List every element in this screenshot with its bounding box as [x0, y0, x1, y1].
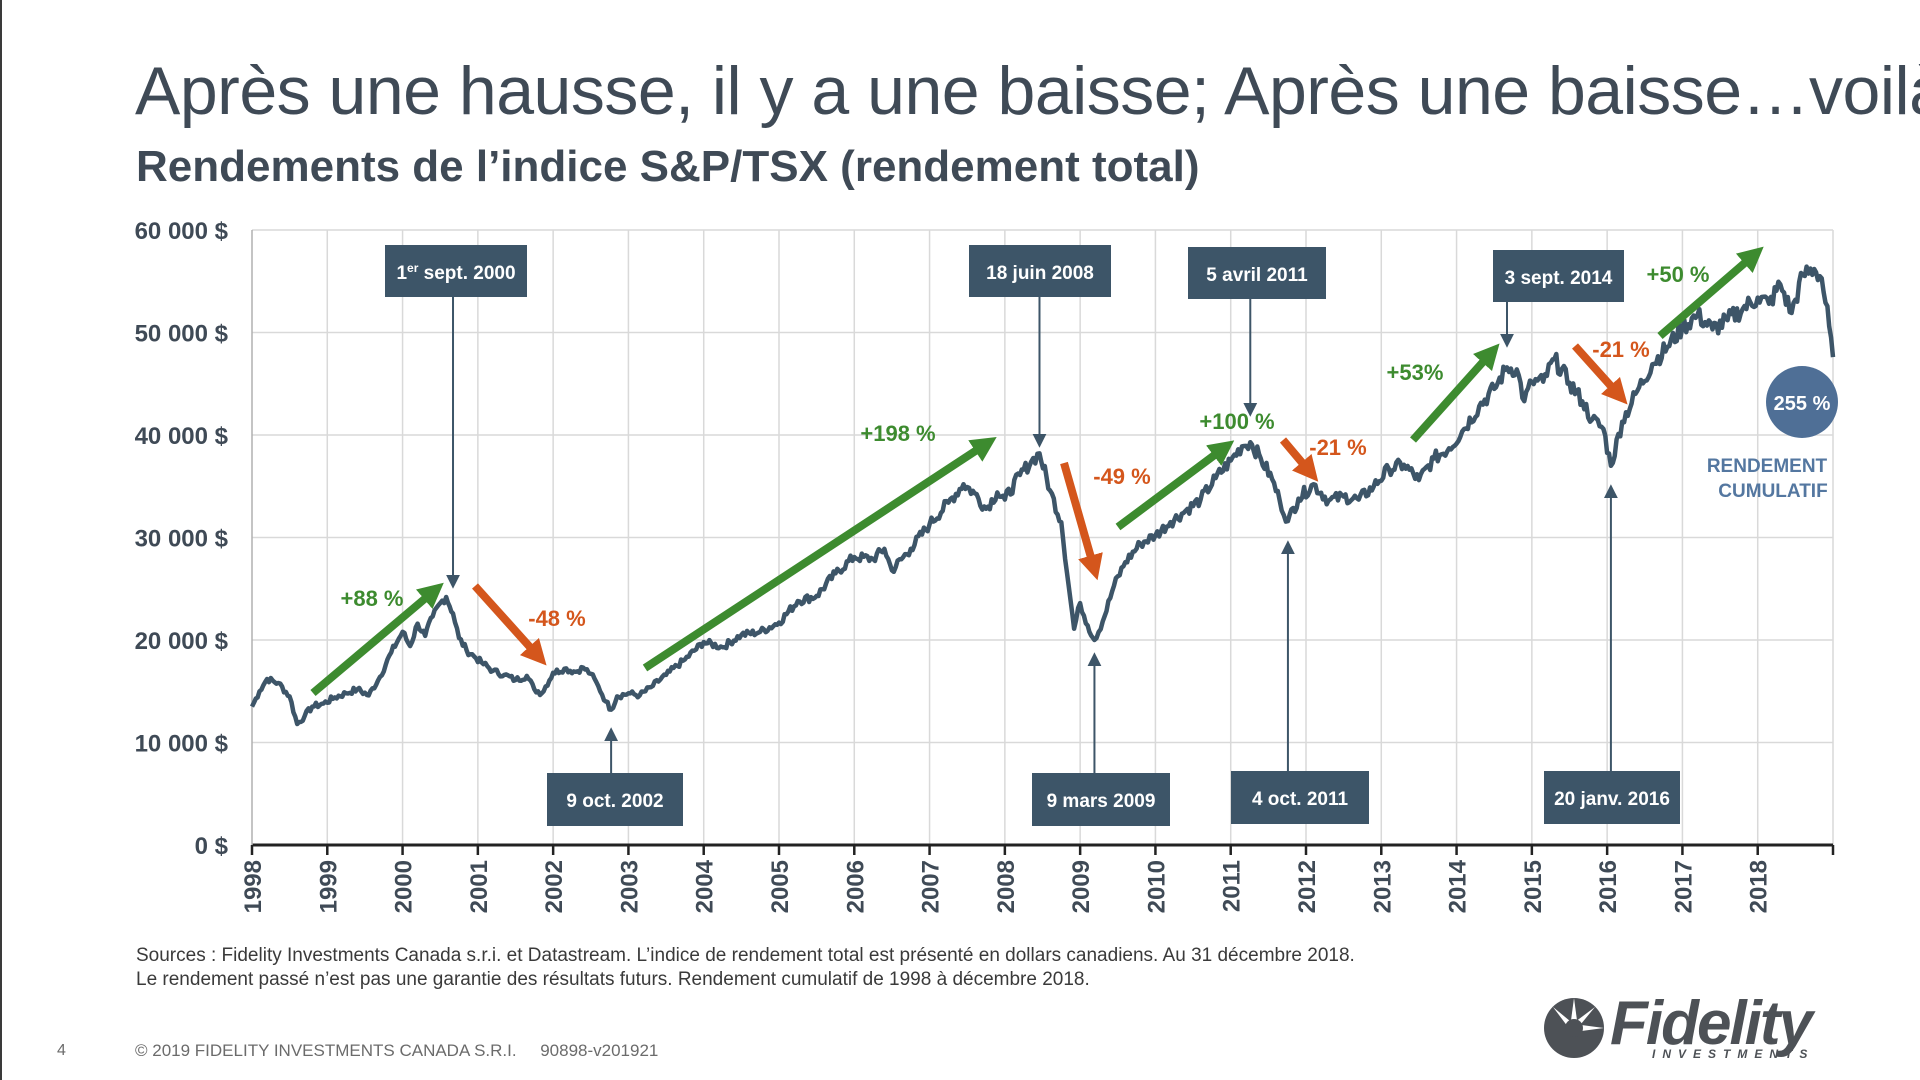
- x-tick-label: 2017: [1670, 860, 1697, 913]
- event-label: 4 oct. 2011: [1252, 789, 1349, 810]
- gain-arrow: [1657, 246, 1764, 340]
- trend-arrows: +88 % -48 % +198 % -49 % +100 % -21 % +53% -21 …: [310, 246, 1764, 697]
- chart-axes: 0 $ 10 000 $ 20 000 $ 30 000 $ 40 000 $ 50 00…: [135, 218, 1835, 913]
- fidelity-mark-icon: [1544, 998, 1604, 1058]
- fidelity-logo: Fidelity INVESTMENTS: [1540, 989, 1850, 1064]
- event-label: 3 sept. 2014: [1505, 268, 1613, 289]
- event-box: [1231, 771, 1369, 824]
- x-tick-label: 2012: [1294, 860, 1321, 913]
- y-tick-label: 0 $: [195, 833, 229, 860]
- x-tick-label: 2015: [1520, 860, 1547, 913]
- slide-left-border: [0, 0, 2, 1080]
- sources-line-1: Sources : Fidelity Investments Canada s.…: [136, 945, 1355, 966]
- loss-label: -48 %: [528, 606, 585, 631]
- chart-subtitle: Rendements de l’indice S&P/TSX (rendemen…: [136, 142, 1200, 191]
- x-tick-label: 2013: [1369, 860, 1396, 913]
- cumulative-value: 255 %: [1774, 393, 1831, 415]
- y-tick-label: 40 000 $: [135, 423, 229, 450]
- event-box: [547, 773, 683, 826]
- x-tick-label: 2010: [1143, 860, 1170, 913]
- event-box: [385, 245, 527, 297]
- loss-arrow: [1279, 437, 1319, 482]
- page-number: 4: [57, 1042, 66, 1059]
- y-tick-label: 50 000 $: [135, 321, 229, 348]
- copyright-text: © 2019 FIDELITY INVESTMENTS CANADA S.R.I…: [135, 1041, 659, 1060]
- x-tick-label: 2016: [1595, 860, 1622, 913]
- x-tick-label: 2008: [993, 860, 1020, 913]
- event-label: 5 avril 2011: [1206, 265, 1308, 286]
- cumulative-label-1: RENDEMENT: [1707, 456, 1828, 477]
- slide-title: Après une hausse, il y a une baisse; Apr…: [135, 53, 1920, 129]
- y-tick-label: 10 000 $: [135, 731, 229, 758]
- logo-wordmark: Fidelity: [1610, 989, 1813, 1058]
- gain-arrow: [1115, 440, 1235, 531]
- x-tick-label: 1998: [240, 860, 267, 913]
- x-tick-label: 2000: [391, 860, 418, 913]
- event-callouts: 1er sept. 2000 18 juin 2008 5 avril 2011 3 …: [385, 245, 1680, 826]
- x-tick-label: 2002: [541, 860, 568, 913]
- x-tick-label: 2004: [692, 859, 719, 913]
- gain-arrow: [642, 436, 997, 672]
- loss-label: -49 %: [1093, 464, 1150, 489]
- x-tick-label: 2014: [1445, 859, 1472, 913]
- chart-series: [249, 264, 1836, 727]
- x-tick-label: 2003: [616, 860, 643, 913]
- loss-label: -21 %: [1309, 435, 1366, 460]
- event-box: [1544, 771, 1680, 824]
- y-tick-label: 30 000 $: [135, 526, 229, 553]
- y-tick-label: 20 000 $: [135, 628, 229, 655]
- event-label: 9 oct. 2002: [566, 791, 663, 812]
- x-tick-label: 2001: [466, 860, 493, 913]
- gain-label: +88 %: [341, 586, 404, 611]
- sources-note: Sources : Fidelity Investments Canada s.…: [136, 944, 1355, 992]
- loss-label: -21 %: [1592, 337, 1649, 362]
- tsx-total-return-line: [249, 264, 1836, 727]
- logo-subtext: INVESTMENTS: [1652, 1047, 1815, 1061]
- gain-arrow: [310, 582, 444, 697]
- sources-line-2: Le rendement passé n’est pas une garanti…: [136, 969, 1090, 990]
- gain-label: +198 %: [860, 421, 935, 446]
- event-label: 1er sept. 2000: [396, 261, 515, 284]
- x-tick-label: 2006: [842, 860, 869, 913]
- gain-label: +100 %: [1199, 409, 1274, 434]
- x-tick-label: 1999: [315, 860, 342, 913]
- x-tick-label: 2018: [1746, 860, 1773, 913]
- cumulative-label-2: CUMULATIF: [1718, 481, 1827, 502]
- event-label: 9 mars 2009: [1047, 791, 1156, 812]
- x-tick-label: 2007: [918, 860, 945, 913]
- cumulative-circle: [1766, 366, 1838, 438]
- loss-arrow: [1060, 461, 1103, 581]
- gain-arrow: [1410, 343, 1500, 443]
- event-box: [969, 245, 1111, 297]
- loss-arrow: [1572, 343, 1628, 405]
- x-tick-label: 2005: [767, 860, 794, 913]
- event-box: [1032, 773, 1170, 826]
- x-tick-label: 2009: [1068, 860, 1095, 913]
- chart-grid: [252, 229, 1834, 845]
- gain-label: +50 %: [1647, 262, 1710, 287]
- cumulative-return: 255 % RENDEMENT CUMULATIF: [1707, 366, 1838, 502]
- gain-label: +53%: [1387, 360, 1444, 385]
- event-label: 18 juin 2008: [986, 263, 1094, 284]
- y-tick-label: 60 000 $: [135, 218, 229, 245]
- event-label: 20 janv. 2016: [1554, 789, 1670, 810]
- event-box: [1493, 250, 1624, 302]
- event-box: [1188, 247, 1326, 299]
- loss-arrow: [472, 583, 547, 666]
- x-tick-label: 2011: [1219, 860, 1246, 912]
